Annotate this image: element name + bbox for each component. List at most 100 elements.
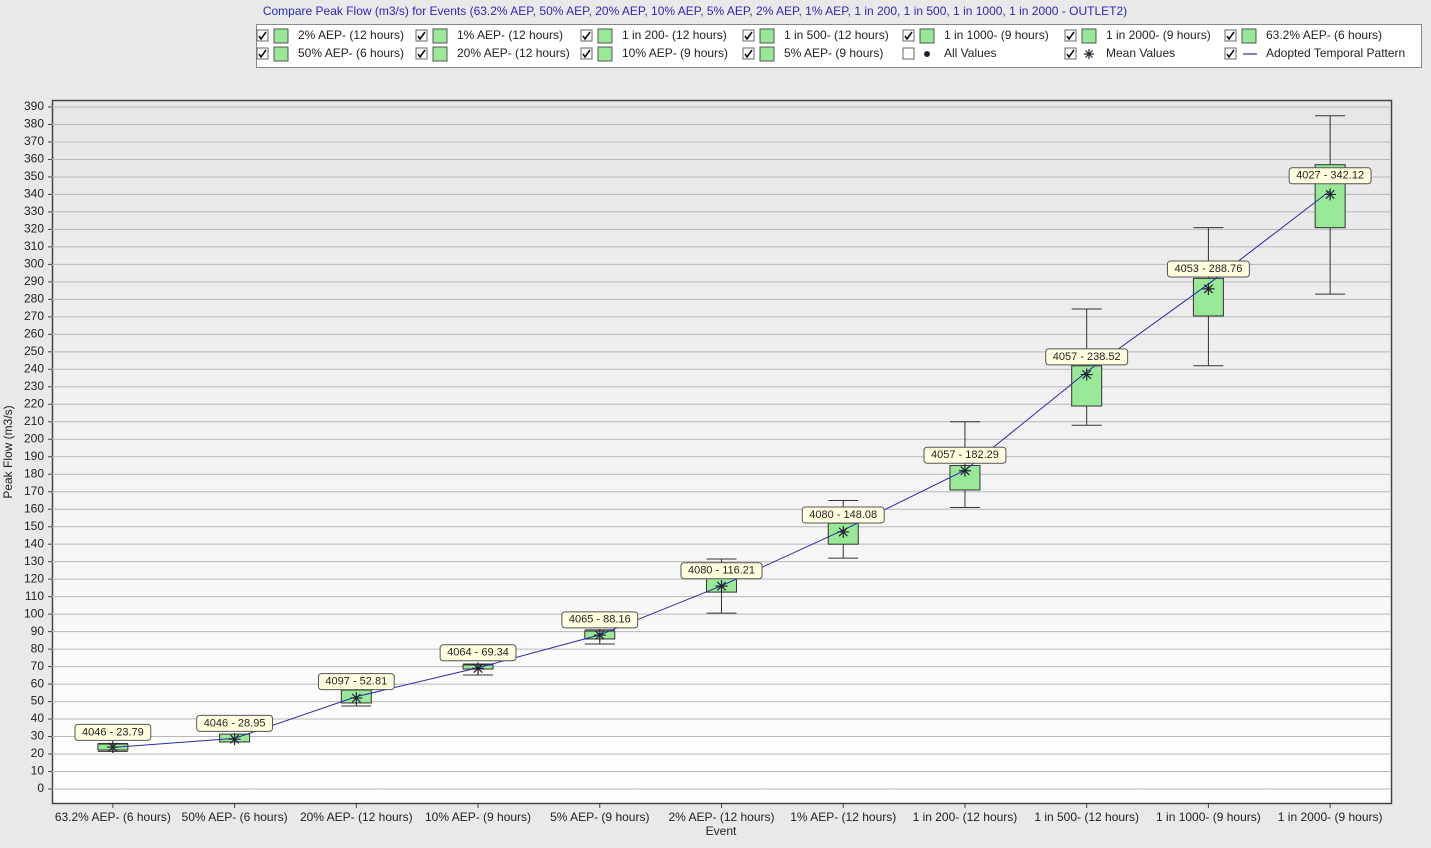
y-tick-label: 100 <box>24 606 44 620</box>
data-label-box <box>561 611 639 629</box>
data-label-box <box>1045 348 1129 366</box>
mean-marker <box>106 741 119 754</box>
y-tick-label: 120 <box>24 571 44 585</box>
y-tick-label: 280 <box>24 292 44 306</box>
legend-checkbox[interactable] <box>1224 47 1237 60</box>
data-label-box <box>317 673 395 691</box>
y-tick-label: 140 <box>24 536 44 550</box>
x-tick-label: 1 in 200- (12 hours) <box>913 810 1018 824</box>
y-tick-label: 160 <box>24 501 44 515</box>
y-axis-label: Peak Flow (m3/s) <box>1 405 15 498</box>
data-label: 4097 - 52.81 <box>325 676 387 688</box>
data-label: 4080 - 116.21 <box>688 565 755 577</box>
legend-label: 10% AEP- (9 hours) <box>622 46 728 60</box>
y-tick-label: 310 <box>24 239 44 253</box>
y-tick-label: 170 <box>24 484 44 498</box>
legend-check <box>744 31 753 41</box>
mean-marker <box>958 464 971 477</box>
legend-swatch <box>432 46 448 62</box>
y-tick-label: 390 <box>24 99 44 113</box>
legend-checkbox[interactable] <box>902 47 915 60</box>
y-tick-label: 30 <box>31 729 45 743</box>
x-tick-label: 10% AEP- (9 hours) <box>425 810 531 824</box>
legend-checkbox[interactable] <box>1224 29 1237 42</box>
legend-swatch <box>759 46 775 62</box>
mean-marker <box>715 580 728 593</box>
lower-whisker <box>706 592 737 614</box>
x-tick-label: 1 in 1000- (9 hours) <box>1156 810 1261 824</box>
x-axis-label: Event <box>706 824 737 838</box>
x-tick-label: 20% AEP- (12 hours) <box>300 810 413 824</box>
legend-checkbox[interactable] <box>580 29 593 42</box>
legend-checkbox[interactable] <box>415 47 428 60</box>
legend-check <box>1066 49 1075 59</box>
legend-checkbox[interactable] <box>1064 47 1077 60</box>
legend-check <box>1226 31 1235 41</box>
y-tick-label: 230 <box>24 379 44 393</box>
y-tick-label: 320 <box>24 222 44 236</box>
legend-check <box>582 31 591 41</box>
legend-checkbox[interactable] <box>902 29 915 42</box>
y-tick-label: 20 <box>31 746 45 760</box>
mean-marker <box>1324 188 1337 201</box>
legend-checkbox[interactable] <box>415 29 428 42</box>
legend-label: Adopted Temporal Pattern <box>1266 46 1405 60</box>
y-tick-label: 330 <box>24 204 44 218</box>
legend-checkbox[interactable] <box>256 29 269 42</box>
legend-checkbox[interactable] <box>580 47 593 60</box>
data-label: 4046 - 28.95 <box>204 717 266 729</box>
legend-checkbox[interactable] <box>1064 29 1077 42</box>
data-label: 4057 - 182.29 <box>931 449 999 461</box>
y-tick-label: 10 <box>31 764 45 778</box>
plot-area <box>51 99 1393 805</box>
y-tick-label: 290 <box>24 274 44 288</box>
y-tick-label: 250 <box>24 344 44 358</box>
chart-title: Compare Peak Flow (m3/s) for Events (63.… <box>263 4 1127 18</box>
legend-check <box>1226 49 1235 59</box>
lower-whisker <box>828 544 859 559</box>
legend-label: 20% AEP- (12 hours) <box>457 46 570 60</box>
legend-label: 5% AEP- (9 hours) <box>784 46 883 60</box>
y-tick-label: 380 <box>24 117 44 131</box>
mean-marker <box>1202 282 1215 295</box>
data-label: 4057 - 238.52 <box>1053 351 1121 363</box>
legend-checkbox[interactable] <box>742 29 755 42</box>
lower-whisker <box>1193 315 1224 367</box>
legend-swatch <box>924 51 930 57</box>
legend-swatch <box>759 28 775 44</box>
legend-swatch <box>432 28 448 44</box>
box <box>1192 277 1224 317</box>
lower-whisker <box>949 489 980 508</box>
x-tick-label: 1 in 500- (12 hours) <box>1034 810 1139 824</box>
legend-label: 1% AEP- (12 hours) <box>457 28 563 42</box>
legend-check <box>1066 31 1075 41</box>
y-tick-label: 370 <box>24 134 44 148</box>
y-tick-label: 220 <box>24 396 44 410</box>
y-tick-label: 270 <box>24 309 44 323</box>
y-tick-label: 260 <box>24 327 44 341</box>
y-tick-label: 40 <box>31 711 45 725</box>
legend-label: 1 in 1000- (9 hours) <box>944 28 1049 42</box>
legend-checkbox[interactable] <box>742 47 755 60</box>
legend-label: 1 in 2000- (9 hours) <box>1106 28 1211 42</box>
mean-marker <box>472 662 485 675</box>
y-tick-label: 240 <box>24 361 44 375</box>
legend-swatch <box>1241 28 1257 44</box>
legend-checkbox[interactable] <box>256 47 269 60</box>
y-tick-label: 60 <box>31 676 45 690</box>
legend-swatch <box>597 28 613 44</box>
legend-swatch <box>1081 28 1097 44</box>
legend-check <box>258 49 267 59</box>
data-label: 4064 - 69.34 <box>447 647 509 659</box>
legend-label: 63.2% AEP- (6 hours) <box>1266 28 1382 42</box>
data-label-box <box>74 723 152 741</box>
y-tick-label: 80 <box>31 641 45 655</box>
x-tick-label: 5% AEP- (9 hours) <box>550 810 649 824</box>
legend-label: Mean Values <box>1106 46 1175 60</box>
data-label-box <box>923 446 1007 464</box>
y-tick-label: 340 <box>24 187 44 201</box>
legend-check <box>258 31 267 41</box>
data-label: 4027 - 342.12 <box>1296 170 1364 182</box>
legend-check <box>904 31 913 41</box>
legend-label: 50% AEP- (6 hours) <box>298 46 404 60</box>
